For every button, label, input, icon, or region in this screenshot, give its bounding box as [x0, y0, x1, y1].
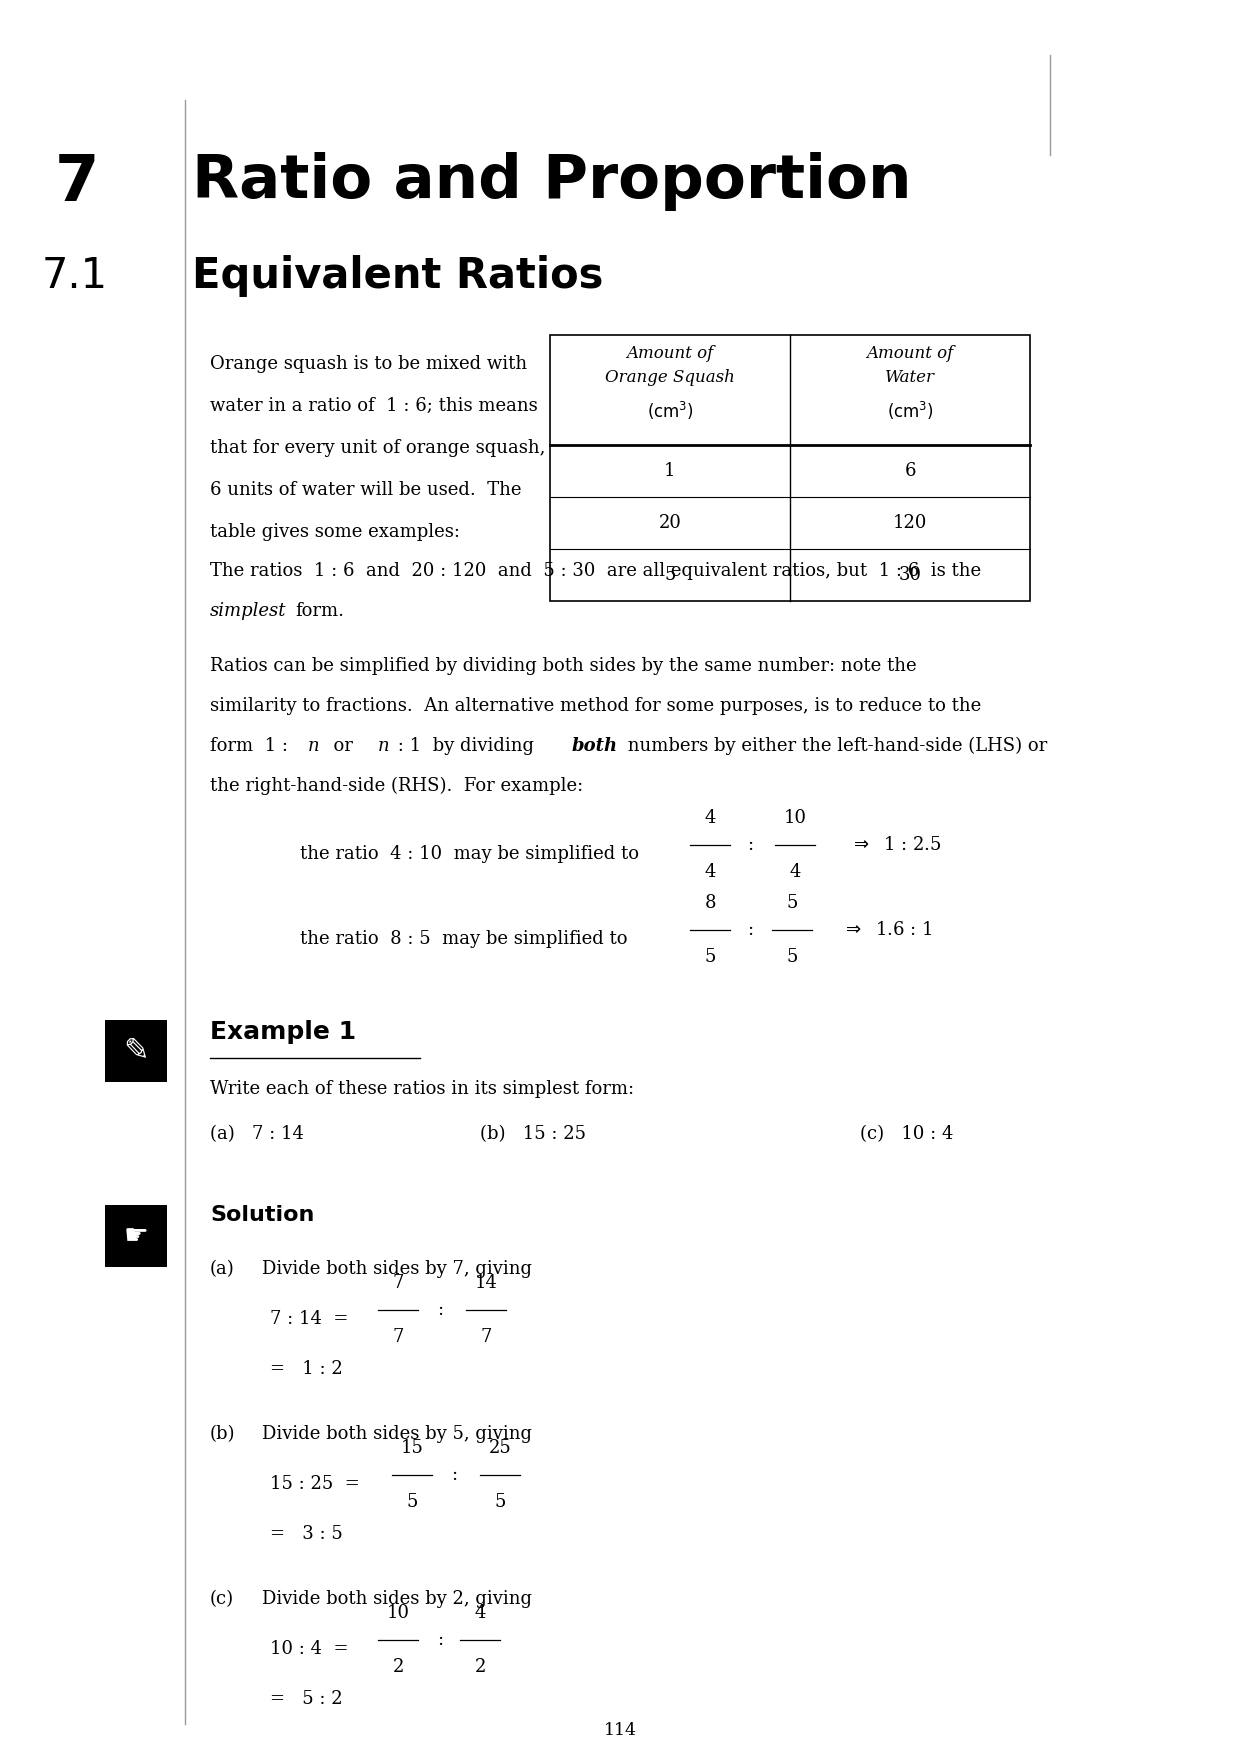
Text: 5: 5 [786, 947, 797, 966]
Text: 7.1: 7.1 [42, 254, 108, 296]
Text: The ratios  1 : 6  and  20 : 120  and  5 : 30  are all equivalent ratios, but  1: The ratios 1 : 6 and 20 : 120 and 5 : 30… [210, 561, 981, 581]
Text: 2: 2 [392, 1658, 404, 1677]
Text: 114: 114 [604, 1722, 636, 1738]
Text: 1: 1 [665, 461, 676, 481]
Text: Equivalent Ratios: Equivalent Ratios [192, 254, 604, 296]
Text: form.: form. [295, 602, 343, 619]
Text: ☛: ☛ [124, 1223, 149, 1251]
Text: that for every unit of orange squash,: that for every unit of orange squash, [210, 438, 546, 458]
Text: =   1 : 2: = 1 : 2 [270, 1359, 342, 1379]
Text: Ratio and Proportion: Ratio and Proportion [192, 153, 911, 210]
Text: 4: 4 [790, 863, 801, 881]
Text: or: or [322, 737, 365, 754]
Text: 6: 6 [904, 461, 916, 481]
Text: : 1  by dividing: : 1 by dividing [392, 737, 539, 754]
Text: (c)   10 : 4: (c) 10 : 4 [861, 1124, 954, 1144]
Text: (c): (c) [210, 1589, 234, 1608]
Text: water in a ratio of  1 : 6; this means: water in a ratio of 1 : 6; this means [210, 396, 538, 416]
Bar [105, 1021, 167, 1082]
Text: Divide both sides by 2, giving: Divide both sides by 2, giving [262, 1589, 532, 1608]
Text: (a): (a) [210, 1259, 234, 1279]
Text: 10: 10 [784, 809, 806, 826]
Text: 7: 7 [392, 1328, 404, 1345]
Text: n: n [308, 737, 320, 754]
Text: 15: 15 [401, 1438, 423, 1458]
Text: Solution: Solution [210, 1205, 315, 1224]
Text: Orange Squash: Orange Squash [605, 368, 735, 386]
Text: Water: Water [885, 368, 935, 386]
Text: 2: 2 [475, 1658, 486, 1677]
Text: 25: 25 [489, 1438, 511, 1458]
Text: 4: 4 [704, 809, 715, 826]
Text: 20: 20 [658, 514, 682, 531]
Text: 7: 7 [392, 1273, 404, 1293]
Text: 7: 7 [55, 153, 99, 214]
Text: :: : [436, 1301, 443, 1319]
Text: Example 1: Example 1 [210, 1021, 356, 1044]
Text: :: : [746, 921, 753, 938]
Text: 4: 4 [704, 863, 715, 881]
Text: :: : [436, 1631, 443, 1649]
Text: both: both [572, 737, 618, 754]
Bar [551, 335, 1030, 602]
Text: form  1 :: form 1 : [210, 737, 288, 754]
Text: n: n [378, 737, 389, 754]
Text: 7: 7 [480, 1328, 492, 1345]
Text: Amount of: Amount of [867, 346, 954, 361]
Text: Orange squash is to be mixed with: Orange squash is to be mixed with [210, 354, 527, 374]
Text: 120: 120 [893, 514, 928, 531]
Text: similarity to fractions.  An alternative method for some purposes, is to reduce : similarity to fractions. An alternative … [210, 696, 981, 716]
Text: :: : [746, 837, 753, 854]
Text: Ratios can be simplified by dividing both sides by the same number: note the: Ratios can be simplified by dividing bot… [210, 658, 916, 675]
Text: 15 : 25  =: 15 : 25 = [270, 1475, 360, 1493]
Text: Amount of: Amount of [626, 346, 714, 361]
Text: 7 : 14  =: 7 : 14 = [270, 1310, 348, 1328]
Text: simplest: simplest [210, 602, 286, 619]
Text: =   5 : 2: = 5 : 2 [270, 1691, 342, 1708]
Text: (b): (b) [210, 1424, 236, 1444]
Text: (a)   7 : 14: (a) 7 : 14 [210, 1124, 304, 1144]
Text: numbers by either the left-hand-side (LHS) or: numbers by either the left-hand-side (LH… [622, 737, 1048, 756]
Text: =   3 : 5: = 3 : 5 [270, 1524, 342, 1544]
Text: 5: 5 [495, 1493, 506, 1510]
Text: 6 units of water will be used.  The: 6 units of water will be used. The [210, 481, 522, 498]
Text: 10 : 4  =: 10 : 4 = [270, 1640, 348, 1658]
Text: table gives some examples:: table gives some examples: [210, 523, 460, 540]
Text: 10: 10 [387, 1603, 409, 1622]
Text: Divide both sides by 7, giving: Divide both sides by 7, giving [262, 1259, 532, 1279]
Text: $\Rightarrow$  1 : 2.5: $\Rightarrow$ 1 : 2.5 [849, 837, 941, 854]
Bar [105, 1205, 167, 1266]
Text: 4: 4 [475, 1603, 486, 1622]
Text: Divide both sides by 5, giving: Divide both sides by 5, giving [262, 1424, 532, 1444]
Text: $\left(\mathrm{cm}^3\right)$: $\left(\mathrm{cm}^3\right)$ [646, 400, 693, 423]
Text: 8: 8 [704, 895, 715, 912]
Text: Write each of these ratios in its simplest form:: Write each of these ratios in its simple… [210, 1080, 634, 1098]
Text: $\Rightarrow$  1.6 : 1: $\Rightarrow$ 1.6 : 1 [842, 921, 932, 938]
Text: 30: 30 [899, 567, 921, 584]
Text: 5: 5 [704, 947, 715, 966]
Text: the ratio  4 : 10  may be simplified to: the ratio 4 : 10 may be simplified to [300, 845, 639, 863]
Text: :: : [451, 1466, 458, 1484]
Text: 5: 5 [786, 895, 797, 912]
Text: 14: 14 [475, 1273, 497, 1293]
Text: the ratio  8 : 5  may be simplified to: the ratio 8 : 5 may be simplified to [300, 930, 627, 947]
Text: the right-hand-side (RHS).  For example:: the right-hand-side (RHS). For example: [210, 777, 583, 795]
Text: $\left(\mathrm{cm}^3\right)$: $\left(\mathrm{cm}^3\right)$ [887, 400, 934, 423]
Text: ✎: ✎ [123, 1037, 149, 1065]
Text: (b)   15 : 25: (b) 15 : 25 [480, 1124, 587, 1144]
Text: 5: 5 [407, 1493, 418, 1510]
Text: 5: 5 [665, 567, 676, 584]
